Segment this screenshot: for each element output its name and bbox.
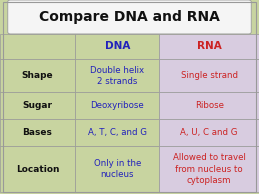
Text: Location: Location [16, 165, 59, 174]
Text: A, U, C and G: A, U, C and G [180, 128, 238, 137]
Bar [75, 59, 159, 92]
Bar [75, 34, 159, 59]
Text: A, T, C, and G: A, T, C, and G [88, 128, 147, 137]
Bar [75, 92, 159, 119]
Text: Bases: Bases [23, 128, 53, 137]
Bar [0, 59, 75, 92]
FancyBboxPatch shape [8, 0, 251, 34]
Bar [159, 59, 259, 92]
Bar [0, 34, 75, 59]
Bar [75, 146, 159, 192]
Bar [159, 34, 259, 59]
Bar [159, 146, 259, 192]
Text: Deoxyribose: Deoxyribose [90, 101, 144, 110]
Text: Sugar: Sugar [23, 101, 53, 110]
Bar [159, 92, 259, 119]
Bar [0, 92, 75, 119]
Text: Ribose: Ribose [195, 101, 224, 110]
Text: Only in the
nucleus: Only in the nucleus [93, 159, 141, 179]
Text: Single strand: Single strand [181, 71, 238, 80]
Bar [75, 119, 159, 146]
Text: RNA: RNA [197, 41, 221, 51]
Bar [0, 146, 75, 192]
Text: Compare DNA and RNA: Compare DNA and RNA [39, 10, 220, 24]
Text: Allowed to travel
from nucleus to
cytoplasm: Allowed to travel from nucleus to cytopl… [173, 153, 246, 185]
Bar [159, 119, 259, 146]
Text: Shape: Shape [22, 71, 53, 80]
Bar [0, 119, 75, 146]
Text: Double helix
2 strands: Double helix 2 strands [90, 66, 144, 86]
Text: DNA: DNA [105, 41, 130, 51]
